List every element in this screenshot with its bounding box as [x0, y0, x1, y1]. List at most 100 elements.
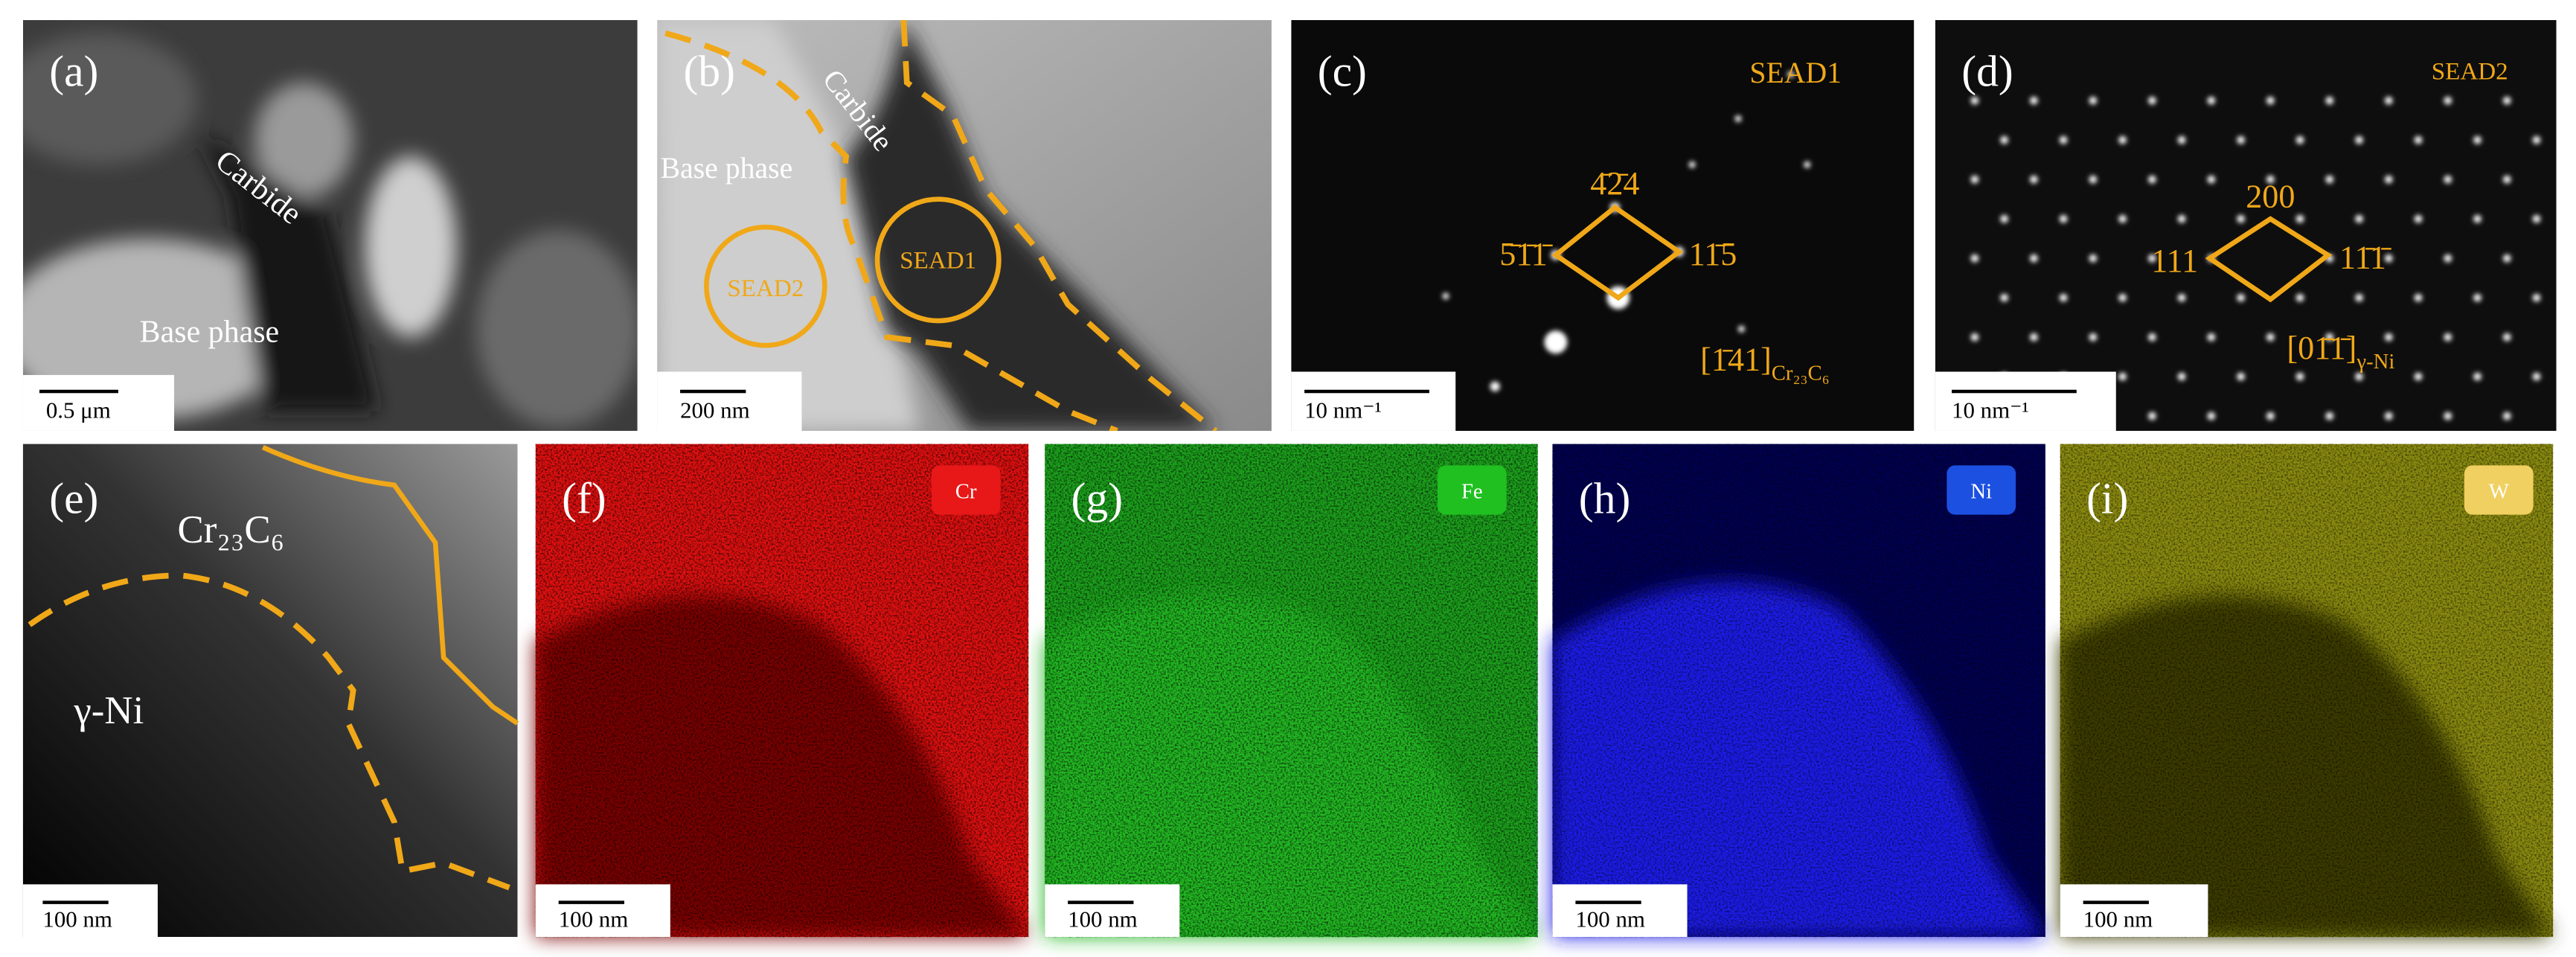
- decoration-rect: [2060, 884, 2208, 938]
- label: Cr₂₃C₆: [177, 508, 284, 551]
- label: 100 nm: [1575, 906, 1645, 932]
- decoration-circle: [2089, 96, 2098, 105]
- decoration-circle: [2207, 96, 2216, 105]
- decoration-circle: [2502, 333, 2511, 342]
- decoration-circle: [1787, 71, 1795, 78]
- decoration-rect: [22, 884, 158, 938]
- decoration-circle: [2502, 175, 2511, 184]
- decoration-circle: [2207, 175, 2216, 184]
- decoration-path: [1551, 204, 1684, 301]
- decoration-circle: [2355, 214, 2363, 223]
- label: Ni: [1970, 479, 1992, 503]
- decoration-circle: [2148, 254, 2156, 263]
- panel-g: [1045, 444, 1538, 938]
- label: Fe: [1461, 479, 1483, 503]
- decoration-rect: [1291, 19, 1915, 431]
- decoration-circle: [2473, 135, 2482, 144]
- decoration-circle: [2030, 175, 2038, 184]
- label: 0.5 μm: [46, 397, 111, 423]
- decoration-circle: [2118, 214, 2127, 223]
- decoration-circle: [1442, 292, 1449, 300]
- panel-d: [1935, 19, 2557, 431]
- decoration-circle: [2325, 175, 2334, 184]
- decoration-path: [846, 19, 1216, 431]
- label: γ-Ni: [73, 689, 144, 732]
- decoration-circle: [2384, 254, 2393, 263]
- decoration-circle: [1970, 175, 1979, 184]
- decoration-circle: [2414, 293, 2423, 302]
- label: SEAD1: [1749, 57, 1842, 89]
- decoration-circle: [2444, 333, 2452, 342]
- decoration-circle: [2414, 372, 2423, 381]
- decoration-circle: [2237, 293, 2245, 302]
- decoration-circle: [1737, 325, 1745, 333]
- decoration-path: [900, 19, 1218, 431]
- decoration-ellipse: [476, 230, 638, 428]
- label: (e): [49, 473, 98, 522]
- label: 100 nm: [2083, 906, 2153, 932]
- decoration-circle: [2384, 412, 2393, 420]
- decoration-circle: [2177, 293, 2186, 302]
- decoration-circle: [2414, 135, 2423, 144]
- decoration-circle: [2325, 412, 2334, 420]
- decoration-rect: [535, 884, 670, 938]
- label: [1̄41]: [1700, 341, 1772, 377]
- label: SEAD1: [900, 246, 976, 274]
- panel-e: [22, 444, 519, 938]
- decoration-circle: [2384, 96, 2393, 105]
- decoration-circle: [1688, 161, 1696, 168]
- label: Cr: [955, 479, 977, 503]
- decoration-ellipse: [22, 33, 197, 165]
- panel-b: [657, 19, 1272, 431]
- label: [01̄1̄]: [2287, 330, 2356, 366]
- label: SEAD2: [727, 275, 804, 302]
- decoration-circle: [2444, 96, 2452, 105]
- decoration-rect: [931, 465, 1001, 515]
- decoration-circle: [2295, 372, 2304, 381]
- decoration-rect: [1045, 884, 1180, 938]
- decoration-circle: [2444, 254, 2452, 263]
- decoration-circle: [1734, 115, 1742, 122]
- decoration-circle: [2444, 412, 2452, 420]
- decoration-circle: [2532, 135, 2541, 144]
- decoration-circle: [2414, 214, 2423, 223]
- decoration-circle: [2000, 293, 2008, 302]
- decoration-circle: [2266, 175, 2275, 184]
- decoration-g: [22, 33, 638, 428]
- decoration-circle: [2059, 214, 2068, 223]
- decoration-circle: [2355, 372, 2363, 381]
- decoration-rect: [535, 444, 1029, 938]
- label: 11̄1̄: [2339, 239, 2391, 275]
- decoration-circle: [2355, 293, 2363, 302]
- decoration-circle: [2177, 135, 2186, 144]
- decoration-circle: [2059, 135, 2068, 144]
- decoration-rect: [2060, 444, 2554, 938]
- label: 100 nm: [1068, 906, 1138, 932]
- decoration-rect: [1552, 444, 2045, 938]
- panel-f: [535, 444, 1029, 938]
- decoration-circle: [2177, 214, 2186, 223]
- decoration-circle: [1804, 161, 1811, 168]
- decoration-circle: [874, 196, 1002, 324]
- label: 100 nm: [42, 906, 112, 932]
- label: (c): [1318, 46, 1367, 95]
- label: Base phase: [661, 152, 793, 185]
- label: (b): [683, 46, 735, 95]
- decoration-rect: [657, 371, 802, 431]
- decoration-circle: [2295, 214, 2304, 223]
- decoration-circle: [2325, 96, 2334, 105]
- decoration-rect: [1947, 465, 2016, 515]
- decoration-circle: [2030, 96, 2038, 105]
- label: (a): [49, 46, 98, 95]
- decoration-circle: [2118, 293, 2127, 302]
- decoration-circle: [2502, 412, 2511, 420]
- decoration-circle: [2148, 412, 2156, 420]
- decoration-circle: [2089, 254, 2098, 263]
- decoration-circle: [2000, 135, 2008, 144]
- decoration-circle: [2473, 293, 2482, 302]
- decoration-circle: [2532, 214, 2541, 223]
- decoration-circle: [2266, 412, 2275, 420]
- decoration-circle: [2295, 293, 2304, 302]
- label: 10 nm⁻¹: [1952, 397, 2029, 423]
